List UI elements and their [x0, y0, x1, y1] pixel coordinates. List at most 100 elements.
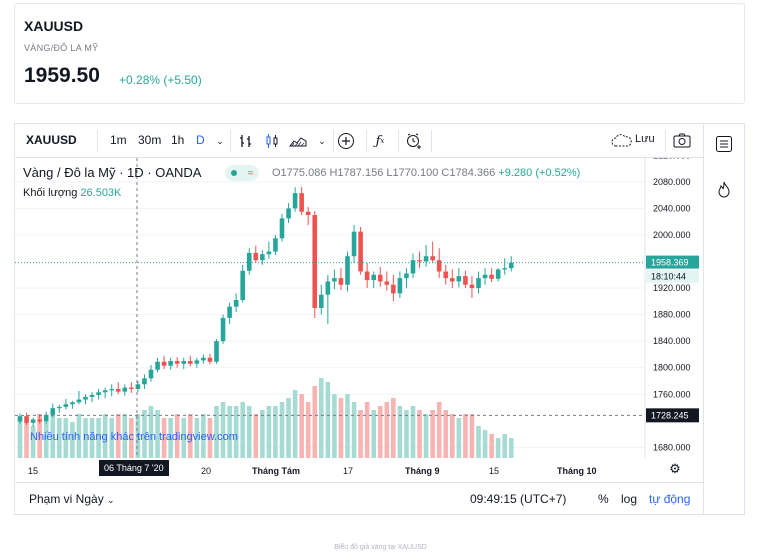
- volume-bar: [404, 410, 409, 458]
- chart-pane[interactable]: 2120.000 2080.000 2040.000 2000.000 1920.000…: [15, 158, 703, 458]
- chevron-down-icon[interactable]: ⌄: [318, 135, 326, 146]
- quote-name: VÀNG/ĐÔ LA MỸ: [24, 43, 99, 53]
- candle-body: [482, 274, 488, 279]
- candle-body: [338, 278, 344, 285]
- candle-body: [430, 256, 435, 261]
- y-tick-label: 1800.000: [653, 363, 691, 373]
- candle-body: [351, 231, 357, 257]
- candles-icon[interactable]: [262, 131, 282, 151]
- candle-body: [377, 274, 383, 282]
- volume-bar: [489, 434, 494, 458]
- volume-bar: [96, 418, 101, 458]
- camera-icon[interactable]: [672, 131, 692, 151]
- candle-body: [469, 284, 475, 289]
- volume-bar: [240, 402, 245, 458]
- market-status-badge[interactable]: ≈: [225, 165, 259, 181]
- volume-legend: Khối lượng 26.503K: [23, 187, 121, 199]
- candle-body: [233, 300, 239, 307]
- volume-bar: [436, 402, 442, 458]
- volume-bar: [391, 398, 396, 458]
- candle-body: [17, 416, 23, 422]
- interval-1h[interactable]: 1h: [171, 133, 185, 147]
- volume-bar: [43, 422, 49, 458]
- symbol-search-button[interactable]: XAUUSD: [26, 133, 77, 147]
- price-chart[interactable]: 2120.000 2080.000 2040.000 2000.000 1920.000…: [15, 158, 703, 458]
- footer-caption: Biểu đồ giá vàng tại XAUUSD: [334, 544, 427, 551]
- ohlc-change: +9.280 (+0.52%): [498, 167, 581, 179]
- volume-bar: [397, 406, 403, 458]
- auto-scale-toggle[interactable]: tự động: [649, 492, 691, 506]
- x-tick: 15: [28, 466, 39, 476]
- save-button[interactable]: Lưu: [635, 133, 655, 145]
- volume-bar: [233, 406, 239, 458]
- bars-icon[interactable]: [236, 131, 256, 151]
- candle-body: [129, 387, 134, 389]
- volume-bar: [423, 414, 429, 458]
- volume-bar: [384, 402, 390, 458]
- candle-body: [410, 260, 416, 274]
- volume-bar: [312, 386, 318, 458]
- candle-body: [161, 361, 167, 366]
- cloud-icon[interactable]: [611, 131, 633, 151]
- hotlist-flame-icon[interactable]: [714, 180, 734, 200]
- candle-body: [450, 278, 455, 282]
- volume-bar: [83, 418, 88, 458]
- candle-body: [115, 388, 121, 392]
- area-chart-icon[interactable]: [288, 131, 308, 151]
- quote-symbol[interactable]: XAUUSD: [24, 18, 84, 34]
- toolbar-divider: [230, 130, 231, 152]
- compare-add-icon[interactable]: [336, 131, 356, 151]
- volume-bar: [417, 410, 422, 458]
- candle-body: [436, 260, 442, 272]
- interval-1d[interactable]: D: [196, 133, 205, 147]
- promo-link[interactable]: Nhiều tính năng khác trên tradingview.co…: [30, 431, 238, 443]
- interval-1m[interactable]: 1m: [110, 133, 127, 147]
- volume-bar: [174, 414, 180, 458]
- crosshair-price-label: 1728.245: [651, 410, 689, 420]
- x-tick: 15: [489, 466, 500, 476]
- candle-body: [404, 273, 409, 279]
- volume-bar: [188, 414, 193, 458]
- settings-gear-icon[interactable]: ⚙: [669, 461, 681, 476]
- interval-30m[interactable]: 30m: [138, 133, 162, 147]
- volume-bar: [30, 426, 36, 458]
- candle-body: [96, 392, 101, 395]
- candle-body: [397, 278, 403, 294]
- chevron-down-icon[interactable]: ⌄: [216, 135, 224, 146]
- y-tick-label: 1680.000: [653, 442, 691, 452]
- candle-body: [391, 284, 396, 294]
- candle-body: [358, 231, 363, 272]
- crosshair-price-badge: [646, 408, 699, 423]
- volume-bar: [377, 406, 383, 458]
- candle-body: [148, 369, 154, 379]
- volume-bar: [292, 390, 298, 458]
- watchlist-icon[interactable]: [714, 134, 734, 154]
- y-tick-label: 2120.000: [653, 158, 691, 160]
- volume-bar: [135, 414, 141, 458]
- clock-time[interactable]: 09:49:15 (UTC+7): [470, 492, 567, 506]
- time-axis[interactable]: 15 20 Tháng Tám 17 Tháng 9 15 Tháng 10 0…: [15, 458, 703, 482]
- y-tick-label: 2080.000: [653, 177, 691, 187]
- percent-toggle[interactable]: %: [598, 492, 609, 506]
- volume-bar: [279, 402, 285, 458]
- series-title: Vàng / Đô la Mỹ · 1D · OANDA: [23, 165, 202, 180]
- candle-body: [201, 357, 206, 361]
- date-range-button[interactable]: Phạm vi Ngày ⌄: [29, 492, 115, 506]
- volume-bar: [450, 414, 455, 458]
- candle-body: [260, 254, 265, 261]
- volume-bar: [456, 418, 462, 458]
- x-tick: Tháng 10: [557, 466, 597, 476]
- volume-bar: [305, 402, 311, 458]
- log-toggle[interactable]: log: [621, 492, 638, 506]
- volume-bar: [102, 414, 108, 458]
- candle-body: [305, 211, 311, 216]
- candle-body: [417, 260, 422, 262]
- volume-bar: [246, 406, 252, 458]
- x-tick: 20: [201, 466, 212, 476]
- candle-body: [57, 406, 62, 409]
- candle-body: [253, 252, 259, 261]
- candle-body: [63, 404, 69, 407]
- alarm-add-icon[interactable]: [404, 131, 424, 151]
- candle-body: [122, 387, 128, 392]
